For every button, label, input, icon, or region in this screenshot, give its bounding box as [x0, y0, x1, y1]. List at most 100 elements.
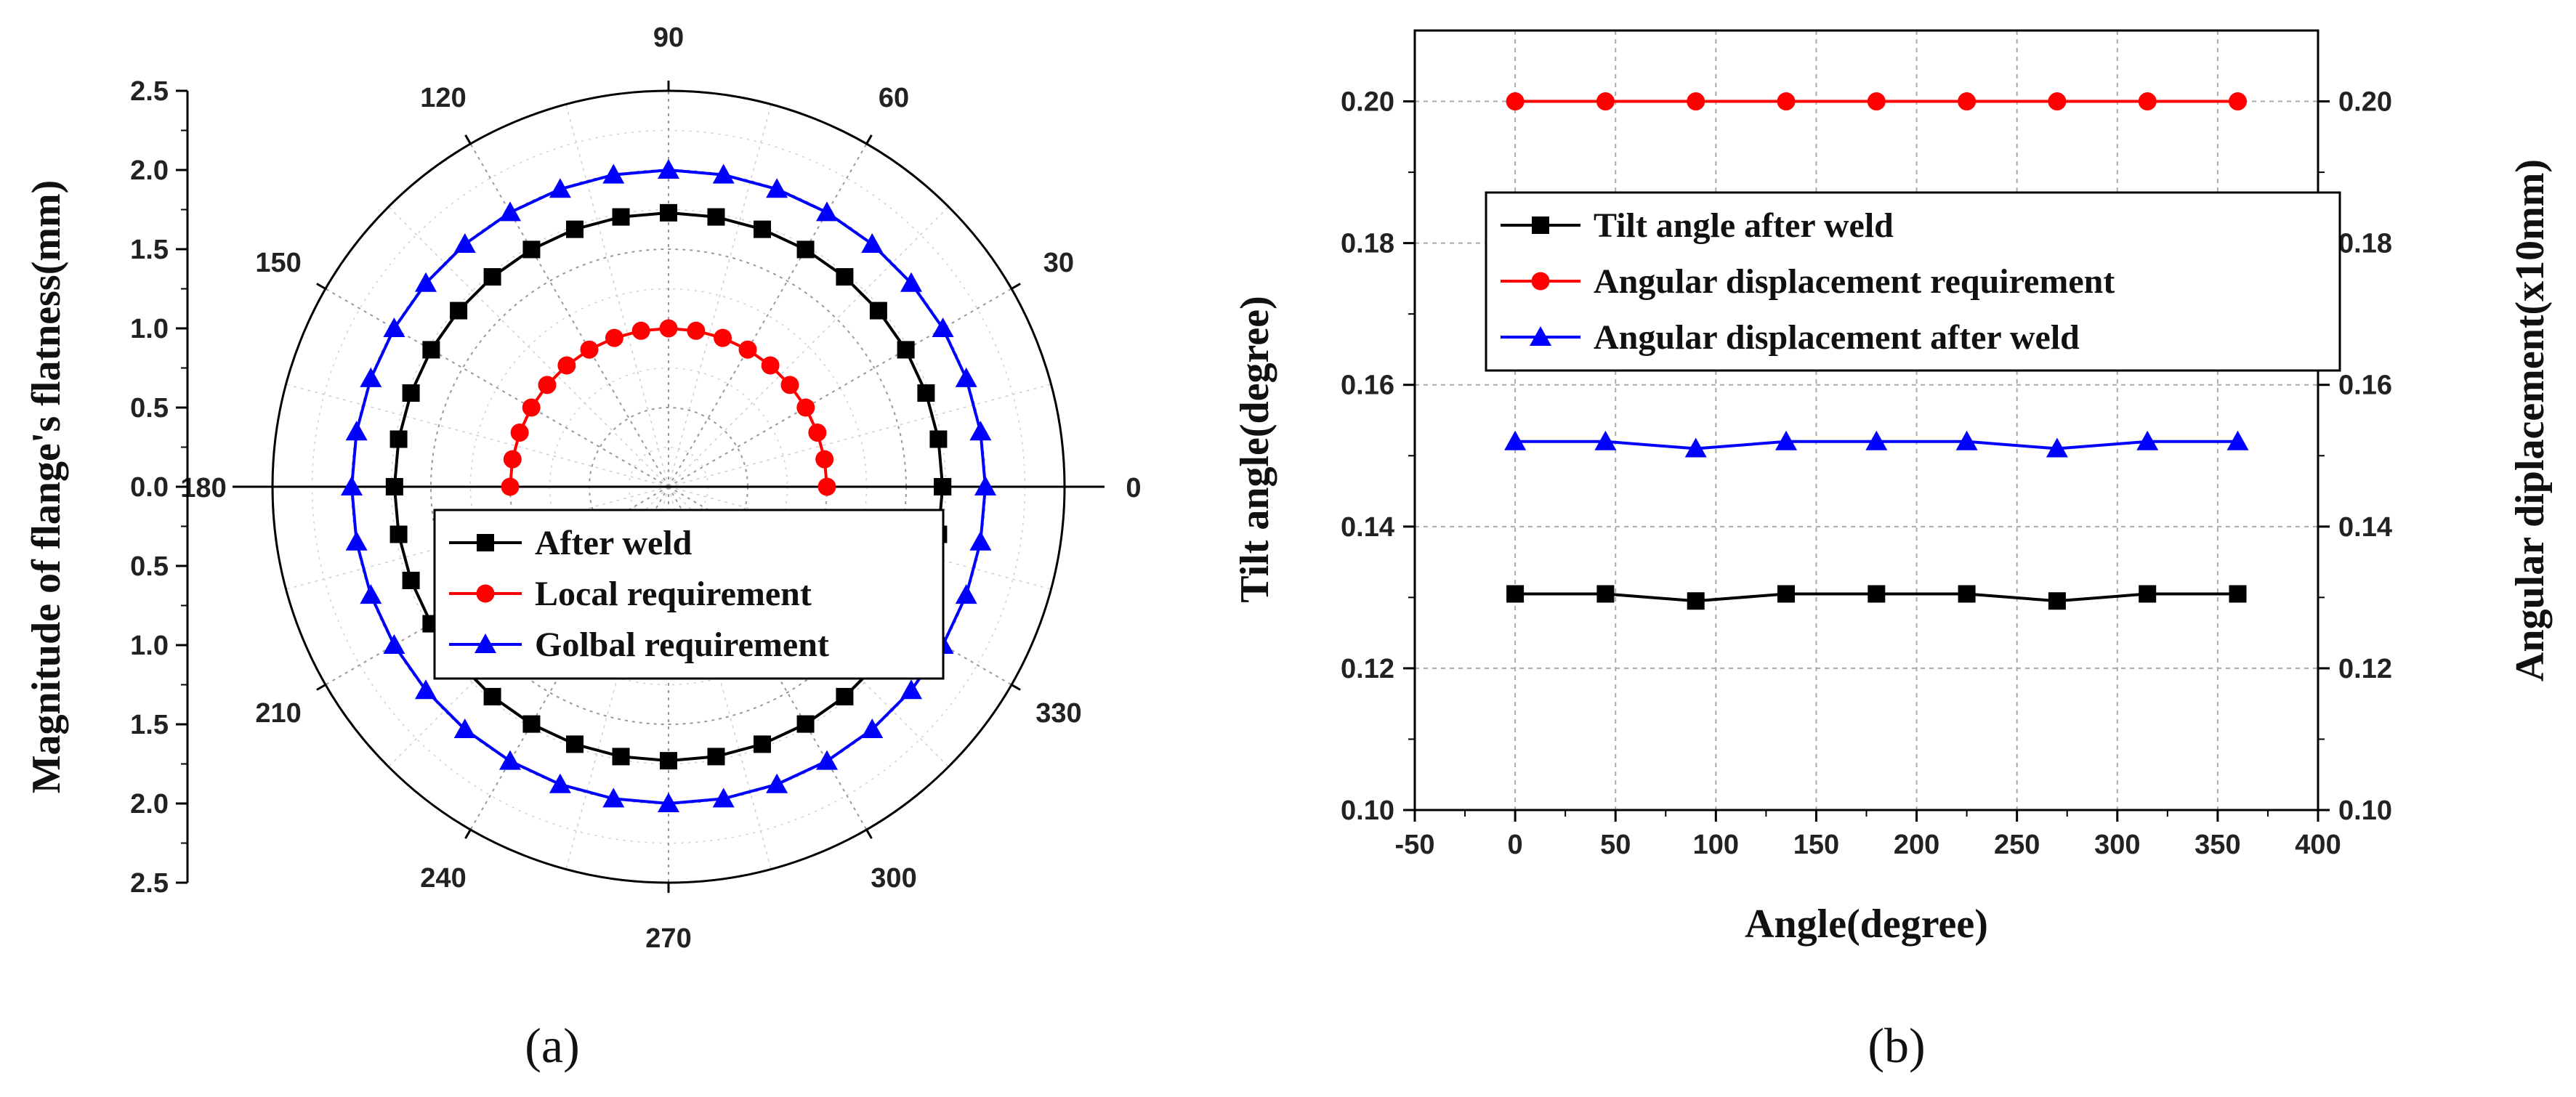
polar-data-point — [817, 477, 836, 496]
polar-data-point — [816, 201, 838, 222]
data-point — [1777, 92, 1796, 111]
polar-data-point — [753, 220, 771, 238]
polar-data-point — [385, 478, 403, 495]
polar-angle-tick — [1011, 283, 1021, 290]
polar-data-point — [612, 748, 630, 766]
polar-spoke — [668, 384, 1051, 487]
polar-data-point — [836, 687, 854, 705]
polar-data-point — [503, 450, 522, 469]
y-axis-label: Tilt angle(degree) — [1232, 296, 1277, 603]
data-point — [1958, 92, 1977, 111]
polar-spoke — [325, 288, 669, 487]
polar-data-point — [602, 788, 625, 808]
polar-data-point — [761, 356, 780, 375]
polar-spoke — [286, 384, 669, 487]
radial-scale-label: 1.5 — [130, 235, 169, 265]
polar-data-point — [955, 584, 977, 604]
polar-data-point — [453, 718, 476, 738]
polar-data-point — [549, 773, 571, 793]
polar-data-point — [341, 476, 363, 495]
data-point — [2136, 430, 2159, 450]
radial-scale-label: 2.5 — [130, 76, 169, 107]
data-point — [1867, 92, 1886, 111]
polar-data-point — [766, 773, 788, 793]
polar-spoke — [668, 143, 868, 487]
polar-data-point — [415, 679, 437, 700]
y-right-tick-label: 0.18 — [2338, 229, 2392, 259]
legend-label: Angular displacement requirement — [1594, 262, 2115, 301]
legend-marker — [1530, 326, 1551, 346]
polar-data-point — [969, 530, 992, 551]
data-point — [2048, 92, 2067, 111]
polar-data-point — [389, 525, 408, 543]
polar-angle-label: 120 — [420, 83, 466, 113]
x-axis-label: Angle(degree) — [1745, 902, 1988, 947]
polar-angle-label: 270 — [645, 923, 691, 954]
polar-data-point — [566, 220, 584, 238]
y-right-tick-label: 0.12 — [2338, 654, 2392, 684]
x-tick-label: -50 — [1395, 830, 1435, 860]
polar-data-point — [605, 328, 623, 347]
polar-data-point — [345, 421, 368, 441]
polar-spoke — [388, 206, 669, 487]
data-point — [2139, 585, 2157, 603]
y-right-tick-label: 0.14 — [2338, 512, 2392, 543]
polar-data-point — [712, 788, 735, 808]
polar-chart: 03060901201501802102402703003302.52.01.5… — [24, 23, 1142, 1073]
polar-data-point — [861, 233, 884, 254]
polar-data-point — [402, 384, 420, 402]
polar-data-point — [974, 476, 996, 495]
polar-data-point — [659, 319, 678, 338]
polar-data-point — [389, 430, 408, 448]
x-tick-label: 350 — [2195, 830, 2240, 860]
x-tick-label: 300 — [2094, 830, 2140, 860]
legend-marker — [1531, 272, 1550, 291]
polar-data-point — [707, 748, 725, 766]
data-point — [1594, 430, 1617, 450]
y-tick-label: 0.10 — [1341, 796, 1394, 826]
polar-data-point — [658, 159, 679, 179]
polar-angle-label: 0 — [1126, 473, 1141, 503]
y-tick-label: 0.14 — [1341, 512, 1394, 543]
data-point — [1684, 437, 1707, 458]
polar-data-point — [929, 430, 948, 448]
polar-data-point — [955, 367, 977, 387]
polar-data-point — [660, 752, 677, 770]
polar-data-point — [557, 356, 576, 375]
polar-data-point — [917, 384, 935, 402]
polar-data-point — [861, 718, 884, 738]
data-point — [2229, 585, 2247, 603]
polar-angle-tick — [865, 829, 873, 839]
polar-legend-label: Golbal requirement — [535, 626, 829, 664]
polar-data-point — [499, 750, 521, 770]
polar-data-point — [707, 208, 725, 226]
polar-legend-label: Local requirement — [535, 575, 812, 613]
polar-legend-marker — [477, 534, 494, 551]
data-point — [1958, 585, 1976, 603]
polar-angle-label: 150 — [255, 248, 301, 278]
polar-data-point — [383, 317, 405, 337]
y-tick-label: 0.16 — [1341, 371, 1394, 401]
polar-angle-label: 330 — [1035, 698, 1081, 729]
polar-angle-label: 300 — [871, 863, 916, 894]
data-point — [2048, 592, 2066, 610]
x-tick-label: 50 — [1600, 830, 1631, 860]
polar-angle-tick — [464, 829, 472, 839]
line-chart: -50 0 50 100 150 200 250 300 350 400 0.10 0.12 0.14 0… — [1232, 29, 2553, 1073]
polar-angle-label: 30 — [1043, 248, 1074, 278]
polar-data-point — [566, 735, 584, 753]
polar-data-point — [658, 793, 679, 812]
polar-data-point — [522, 715, 541, 733]
polar-data-point — [422, 341, 440, 359]
panel-label-a: (a) — [525, 1018, 579, 1073]
polar-data-point — [522, 398, 541, 417]
polar-data-point — [687, 321, 706, 340]
data-point — [1775, 430, 1798, 450]
polar-data-point — [510, 423, 529, 442]
data-point — [1687, 592, 1705, 610]
polar-data-point — [483, 268, 501, 286]
data-point — [1687, 92, 1705, 111]
polar-data-point — [796, 398, 815, 417]
polar-y-axis-label: Magnitude of flange's flatness(mm) — [24, 180, 69, 794]
radial-scale-label: 1.0 — [130, 631, 169, 661]
